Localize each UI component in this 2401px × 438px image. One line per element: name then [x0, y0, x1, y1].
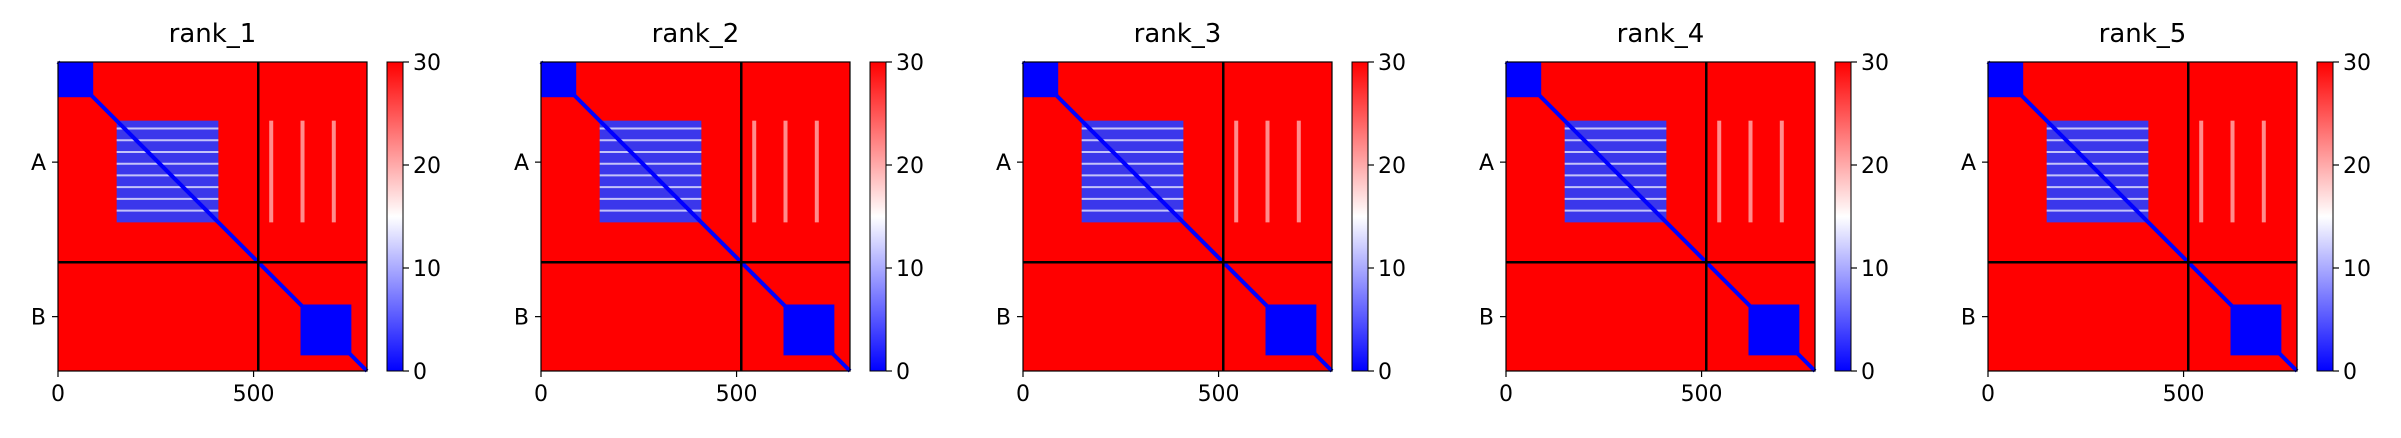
y-tick-label: A	[514, 151, 529, 176]
colorbar-tick-label: 20	[1861, 154, 1889, 179]
axes-frame	[1022, 61, 1333, 372]
x-tick-label: 500	[1198, 382, 1240, 407]
panel-2: rank_2 A B 0 500 0 10 20 30	[514, 19, 924, 407]
colorbar-tick-label: 10	[1378, 257, 1406, 282]
colorbar-tick-label: 0	[1861, 360, 1875, 385]
colorbar	[1834, 61, 1852, 372]
x-tick-label: 0	[1499, 382, 1513, 407]
colorbar-tick-label: 0	[413, 360, 427, 385]
heatmap-band	[269, 120, 274, 223]
heatmap-band	[1296, 120, 1301, 223]
panel-title: rank_2	[652, 19, 740, 49]
heatmap-diagonal	[1986, 60, 2299, 373]
y-tick-label: B	[31, 306, 46, 331]
x-tick-label: 0	[51, 382, 65, 407]
heatmap-band	[2199, 120, 2204, 223]
axes-frame	[1987, 61, 2298, 372]
colorbar-tick-label: 0	[2343, 360, 2357, 385]
x-tick-label: 500	[233, 382, 275, 407]
panel-title: rank_5	[2099, 19, 2187, 49]
x-tick-label: 500	[1681, 382, 1723, 407]
panel-title: rank_4	[1617, 19, 1705, 49]
colorbar	[386, 61, 404, 372]
y-tick-label: B	[1479, 306, 1494, 331]
x-tick-label: 0	[534, 382, 548, 407]
axes-frame	[540, 61, 851, 372]
heatmap-diagonal	[56, 60, 369, 373]
heatmap-diagonal	[539, 60, 852, 373]
panel-title: rank_3	[1134, 19, 1222, 49]
colorbar-tick-label: 30	[413, 51, 441, 76]
colorbar-tick-label: 30	[896, 51, 924, 76]
heatmap-band	[1234, 120, 1239, 223]
heatmap-band	[1717, 120, 1722, 223]
colorbar-tick-label: 10	[2343, 257, 2371, 282]
panel-3: rank_3 A B 0 500 0 10 20 30	[996, 19, 1406, 407]
heatmap-band	[814, 120, 819, 223]
colorbar	[869, 61, 887, 372]
heatmap-band	[752, 120, 757, 223]
heatmap-diagonal	[1021, 60, 1334, 373]
colorbar-tick-label: 0	[1378, 360, 1392, 385]
colorbar-tick-label: 20	[413, 154, 441, 179]
heatmap-band	[331, 120, 336, 223]
y-tick-label: A	[1479, 151, 1494, 176]
axes-frame	[1505, 61, 1816, 372]
heatmap-band	[1265, 120, 1270, 223]
y-tick-label: A	[1961, 151, 1976, 176]
panel-1: rank_1 A B 0 500 0 10 20 30	[31, 19, 441, 407]
colorbar-tick-label: 20	[2343, 154, 2371, 179]
colorbar	[1351, 61, 1369, 372]
y-tick-label: A	[31, 151, 46, 176]
axes-frame	[57, 61, 368, 372]
heatmap-band	[2261, 120, 2266, 223]
colorbar	[2316, 61, 2334, 372]
heatmap-diagonal	[1504, 60, 1817, 373]
colorbar-tick-label: 30	[1861, 51, 1889, 76]
colorbar-tick-label: 10	[413, 257, 441, 282]
x-tick-label: 0	[1981, 382, 1995, 407]
colorbar-tick-label: 10	[1861, 257, 1889, 282]
heatmap-band	[2230, 120, 2235, 223]
colorbar-tick-label: 20	[896, 154, 924, 179]
y-tick-label: B	[1961, 306, 1976, 331]
x-tick-label: 500	[716, 382, 758, 407]
heatmap-band	[1779, 120, 1784, 223]
y-tick-label: B	[514, 306, 529, 331]
colorbar-tick-label: 30	[1378, 51, 1406, 76]
x-tick-label: 500	[2163, 382, 2205, 407]
y-tick-label: B	[996, 306, 1011, 331]
x-tick-label: 0	[1016, 382, 1030, 407]
heatmap-band	[1748, 120, 1753, 223]
panel-5: rank_5 A B 0 500 0 10 20 30	[1961, 19, 2371, 407]
colorbar-tick-label: 20	[1378, 154, 1406, 179]
y-tick-label: A	[996, 151, 1011, 176]
panel-title: rank_1	[169, 19, 257, 49]
heatmap-band	[783, 120, 788, 223]
heatmap-band	[300, 120, 305, 223]
colorbar-tick-label: 0	[896, 360, 910, 385]
panel-4: rank_4 A B 0 500 0 10 20 30	[1479, 19, 1889, 407]
colorbar-tick-label: 30	[2343, 51, 2371, 76]
colorbar-tick-label: 10	[896, 257, 924, 282]
